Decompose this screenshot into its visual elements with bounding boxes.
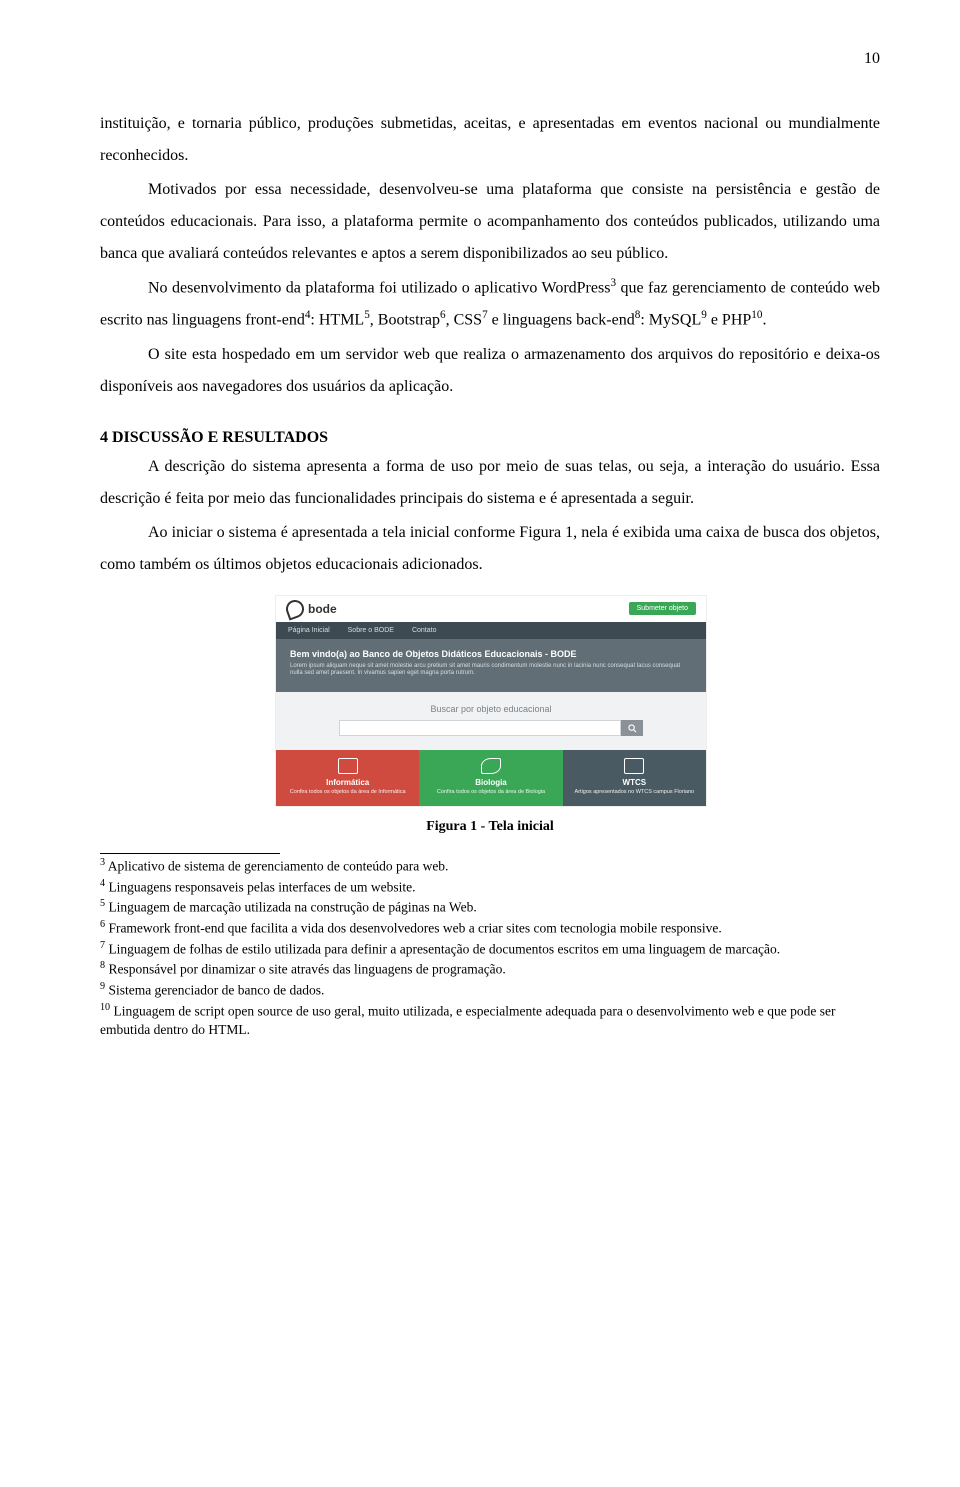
p3-text-i: . (762, 312, 766, 329)
hero-text: Lorem ipsum aliquam neque sit amet moles… (290, 663, 692, 679)
p3-text-e: , CSS (446, 312, 482, 329)
footnote-3: 3 Aplicativo de sistema de gerenciamento… (100, 856, 880, 876)
footnote-6: 6 Framework front-end que facilita a vid… (100, 918, 880, 938)
section-title: 4 DISCUSSÃO E RESULTADOS (100, 429, 880, 447)
page-container: 10 instituição, e tornaria público, prod… (0, 0, 960, 1080)
footnote-10: 10 Linguagem de script open source de us… (100, 1001, 880, 1039)
p3-text-g: : MySQL (640, 312, 701, 329)
footnote-4: 4 Linguagens responsaveis pelas interfac… (100, 877, 880, 897)
mini-topbar: bode Submeter objeto (276, 596, 706, 622)
mini-cards: Informática Confira todos os objetos da … (276, 750, 706, 806)
paragraph-4: O site esta hospedado em um servidor web… (100, 339, 880, 403)
mini-nav: Página Inicial Sobre o BODE Contato (276, 622, 706, 639)
nav-item-contact[interactable]: Contato (412, 627, 437, 634)
p3-text-a: No desenvolvimento da plataforma foi uti… (148, 279, 610, 296)
fn-text-8: Responsável por dinamizar o site através… (105, 962, 506, 977)
nav-item-home[interactable]: Página Inicial (288, 627, 330, 634)
leaf-icon (481, 758, 501, 774)
footnote-7: 7 Linguagem de folhas de estilo utilizad… (100, 939, 880, 959)
card-sub: Artigos apresentados no WTCS campus Flor… (571, 789, 698, 796)
fn-text-6: Framework front-end que facilita a vida … (105, 921, 722, 936)
figure-screenshot: bode Submeter objeto Página Inicial Sobr… (275, 595, 707, 807)
logo-icon (283, 597, 306, 620)
card-sub: Confira todos os objetos da área de Biol… (427, 789, 554, 796)
p3-text-c: : HTML (310, 312, 364, 329)
footnote-9: 9 Sistema gerenciador de banco de dados. (100, 980, 880, 1000)
monitor-icon (338, 758, 358, 774)
card-title: WTCS (571, 778, 698, 787)
p3-text-h: e PHP (707, 312, 751, 329)
footnote-5: 5 Linguagem de marcação utilizada na con… (100, 897, 880, 917)
card-biologia[interactable]: Biologia Confira todos os objetos da áre… (419, 750, 562, 806)
document-icon (624, 758, 644, 774)
page-number: 10 (100, 50, 880, 68)
fn-text-5: Linguagem de marcação utilizada na const… (105, 900, 477, 915)
logo-text: bode (308, 602, 337, 616)
fn-text-3: Aplicativo de sistema de gerenciamento d… (105, 858, 448, 873)
nav-item-about[interactable]: Sobre o BODE (348, 627, 394, 634)
search-icon (628, 724, 637, 733)
submit-object-button[interactable]: Submeter objeto (629, 602, 696, 615)
hero-title: Bem vindo(a) ao Banco de Objetos Didátic… (290, 649, 692, 659)
footnotes: 3 Aplicativo de sistema de gerenciamento… (100, 856, 880, 1039)
search-label: Buscar por objeto educacional (306, 704, 676, 714)
footnote-rule (100, 853, 280, 854)
fn-text-9: Sistema gerenciador de banco de dados. (105, 983, 324, 998)
paragraph-2: Motivados por essa necessidade, desenvol… (100, 174, 880, 270)
fn-sup-10: 10 (100, 1002, 110, 1013)
mini-hero: Bem vindo(a) ao Banco de Objetos Didátic… (276, 639, 706, 693)
card-title: Informática (284, 778, 411, 787)
paragraph-1: instituição, e tornaria público, produçõ… (100, 108, 880, 172)
card-wtcs[interactable]: WTCS Artigos apresentados no WTCS campus… (563, 750, 706, 806)
card-informatica[interactable]: Informática Confira todos os objetos da … (276, 750, 419, 806)
card-title: Biologia (427, 778, 554, 787)
search-input[interactable] (339, 720, 621, 736)
paragraph-6: Ao iniciar o sistema é apresentada a tel… (100, 517, 880, 581)
mini-logo: bode (286, 600, 337, 618)
paragraph-5: A descrição do sistema apresenta a forma… (100, 451, 880, 515)
fn-text-7: Linguagem de folhas de estilo utilizada … (105, 941, 780, 956)
card-sub: Confira todos os objetos da área de Info… (284, 789, 411, 796)
search-button[interactable] (621, 720, 643, 736)
p3-text-d: , Bootstrap (370, 312, 440, 329)
fn-text-4: Linguagens responsaveis pelas interfaces… (105, 879, 415, 894)
fn-text-10: Linguagem de script open source de uso g… (100, 1003, 835, 1036)
footnote-8: 8 Responsável por dinamizar o site atrav… (100, 959, 880, 979)
search-row (306, 720, 676, 736)
sup-10: 10 (751, 309, 762, 321)
figure-caption: Figura 1 - Tela inicial (275, 819, 705, 835)
figure-1: bode Submeter objeto Página Inicial Sobr… (275, 595, 705, 835)
p3-text-f: e linguagens back-end (488, 312, 635, 329)
mini-search-section: Buscar por objeto educacional (276, 692, 706, 750)
paragraph-3: No desenvolvimento da plataforma foi uti… (100, 272, 880, 337)
